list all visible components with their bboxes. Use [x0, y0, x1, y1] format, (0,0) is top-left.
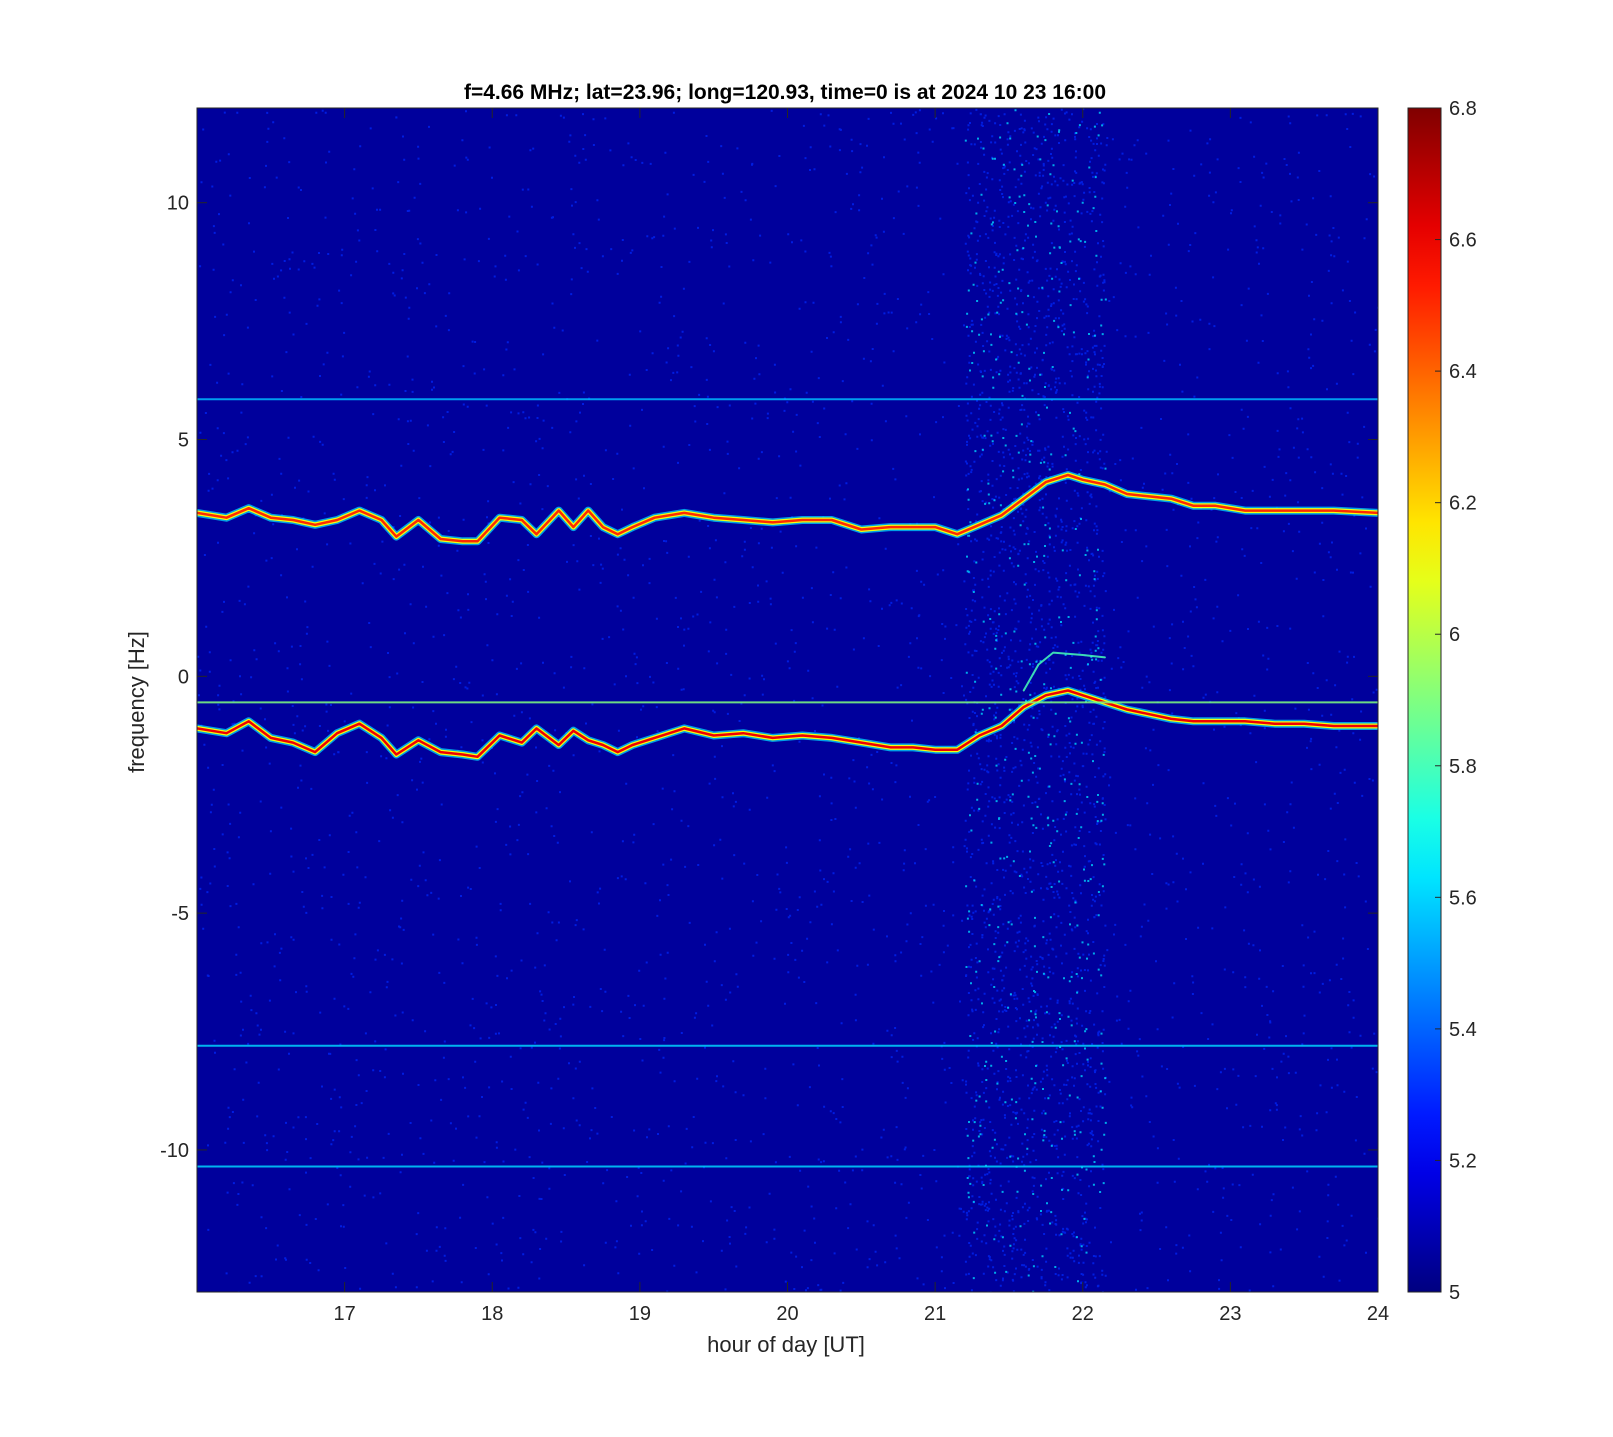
x-tick-label: 22 [1072, 1303, 1094, 1325]
colorbar-tick-label: 5.6 [1449, 887, 1477, 909]
upper-doppler-trace [197, 471, 1378, 546]
colorbar-tick-label: 6.2 [1449, 493, 1477, 515]
colorbar-tick-label: 6.6 [1449, 230, 1477, 252]
colorbar-tick-label: 5 [1449, 1282, 1460, 1304]
x-tick-label: 18 [481, 1303, 503, 1325]
y-tick-label: 10 [167, 193, 189, 215]
x-axis-title: hour of day [UT] [707, 1332, 865, 1357]
x-tick-label: 20 [776, 1303, 798, 1325]
y-axis: 10 5 0 -5 -10 [160, 193, 1378, 1162]
x-tick-label: 24 [1367, 1303, 1389, 1325]
colorbar: 5 5.2 5.4 5.6 5.8 6 6.2 6.4 6.6 6.8 [1407, 98, 1477, 1304]
x-tick-label: 21 [924, 1303, 946, 1325]
x-tick-label: 19 [629, 1303, 651, 1325]
lower-doppler-trace [197, 686, 1378, 761]
colorbar-tick-label: 6.8 [1449, 98, 1477, 120]
colorbar-tick-label: 5.8 [1449, 756, 1477, 778]
y-tick-label: -10 [160, 1140, 189, 1162]
spectrogram-background [197, 108, 1378, 1292]
colorbar-tick-label: 5.2 [1449, 1150, 1477, 1172]
x-tick-label: 17 [334, 1303, 356, 1325]
y-axis-title: frequency [Hz] [124, 631, 149, 773]
colorbar-tick-label: 5.4 [1449, 1019, 1477, 1041]
colorbar-tick-label: 6.4 [1449, 361, 1477, 383]
traces [197, 398, 1378, 1168]
spectrogram-plot-area [196, 107, 1379, 1293]
y-tick-label: 0 [178, 666, 189, 688]
colorbar-tick-label: 6 [1449, 624, 1460, 646]
chart-title: f=4.66 MHz; lat=23.96; long=120.93, time… [464, 81, 1106, 104]
y-tick-label: -5 [171, 903, 189, 925]
short-feature [1022, 651, 1106, 692]
x-axis: 17 18 19 20 21 22 23 24 [334, 108, 1389, 1325]
y-tick-label: 5 [178, 430, 189, 452]
colorbar-scale [1407, 107, 1442, 1293]
x-tick-label: 23 [1219, 1303, 1241, 1325]
